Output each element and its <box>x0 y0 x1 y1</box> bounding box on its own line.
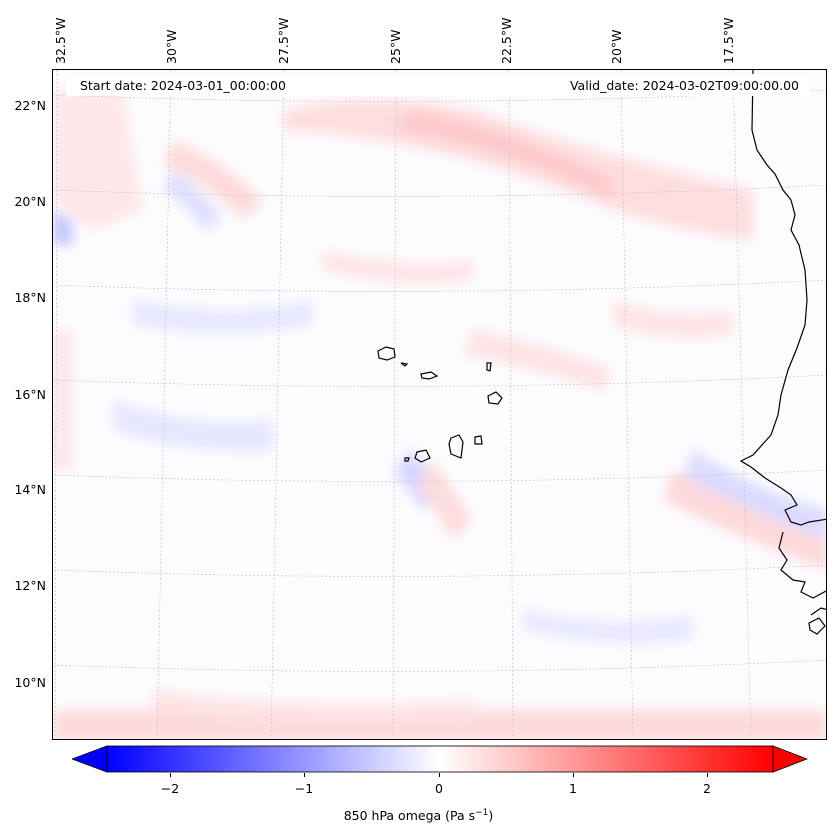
west-africa-coastline <box>739 70 826 635</box>
colorbar-svg <box>70 745 809 773</box>
colorbar-tick-mark <box>573 773 574 777</box>
colorbar-tick-mark <box>439 773 440 777</box>
colorbar-label-exponent: −1 <box>475 808 489 818</box>
colorbar-max-extend <box>772 745 809 773</box>
lat-label-10n: 10°N <box>14 675 46 690</box>
colorbar-tick-neg2: −2 <box>160 781 180 796</box>
colorbar-label-close: ) <box>488 808 494 824</box>
lat-label-12n: 12°N <box>14 578 46 593</box>
cape-verde-islands <box>377 346 503 463</box>
colorbar-min-extend <box>70 745 108 773</box>
lon-label-27.5w: 27.5°W <box>276 17 291 64</box>
map-canvas <box>53 70 826 739</box>
colorbar-label-text: 850 hPa omega (Pa s <box>343 808 476 824</box>
lon-label-20w: 20°W <box>609 29 624 64</box>
colorbar-gradient <box>106 745 774 773</box>
lat-label-16n: 16°N <box>14 387 46 402</box>
omega-field <box>53 90 826 739</box>
lat-label-18n: 18°N <box>14 290 46 305</box>
colorbar-tick-mark <box>304 773 305 777</box>
colorbar-tick-neg1: −1 <box>294 781 314 796</box>
colorbar-tick-2: 2 <box>703 781 711 796</box>
colorbar-tick-mark <box>707 773 708 777</box>
map-panel <box>52 69 827 740</box>
colorbar-tick-mark <box>170 773 171 777</box>
lon-label-30w: 30°W <box>164 29 179 64</box>
colorbar <box>70 745 809 773</box>
lat-label-20n: 20°N <box>14 194 46 209</box>
start-date-label: Start date: 2024-03-01_00:00:00 <box>78 78 288 93</box>
valid-date-label: Valid_date: 2024-03-02T09:00:00.00 <box>567 78 801 93</box>
colorbar-tick-1: 1 <box>569 781 577 796</box>
lon-label-32.5w: 32.5°W <box>53 17 68 64</box>
lat-label-22n: 22°N <box>14 98 46 113</box>
lon-label-25w: 25°W <box>388 29 403 64</box>
colorbar-tick-0: 0 <box>435 781 443 796</box>
lon-label-17.5w: 17.5°W <box>721 17 736 64</box>
colorbar-label: 850 hPa omega (Pa s−1) <box>0 808 837 823</box>
lat-label-14n: 14°N <box>14 482 46 497</box>
lon-label-22.5w: 22.5°W <box>499 17 514 64</box>
